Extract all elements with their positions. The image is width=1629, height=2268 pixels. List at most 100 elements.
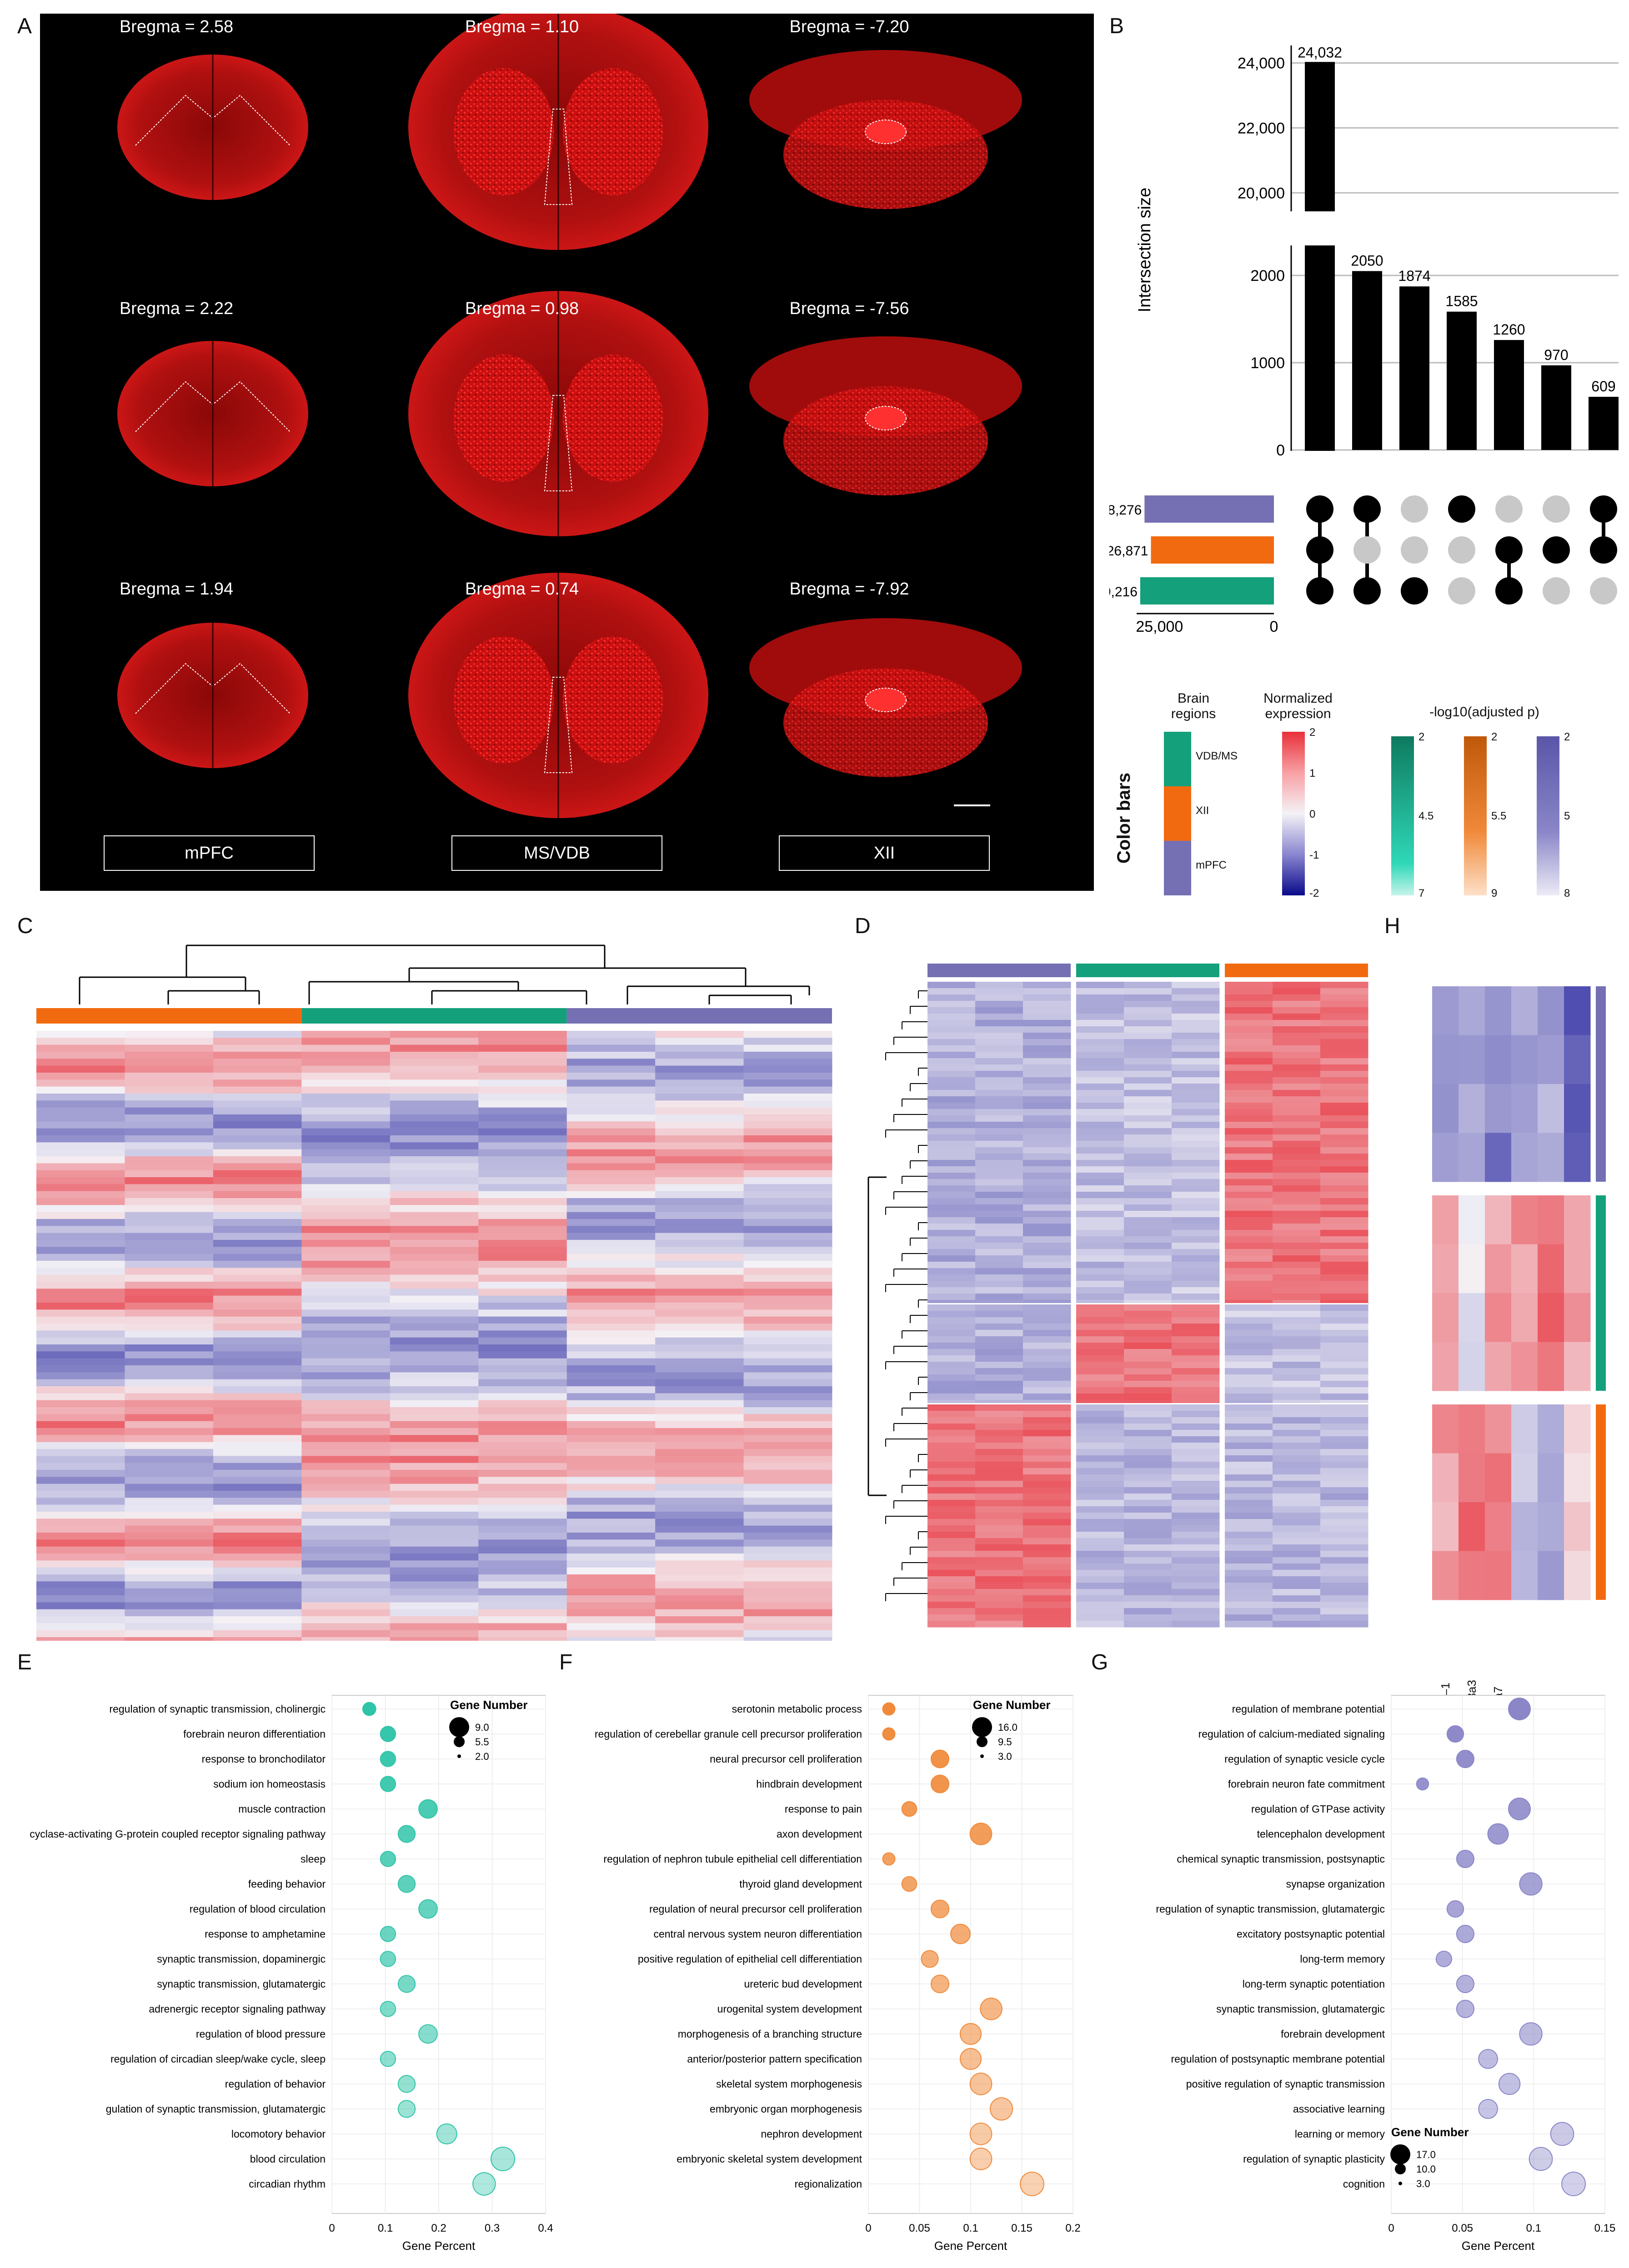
heatmap-cell [655, 1219, 744, 1226]
heatmap-cell [301, 1233, 391, 1240]
heatmap-cell [1076, 1185, 1124, 1192]
heatmap-cell [1273, 1494, 1321, 1500]
heatmap-cell [301, 1121, 391, 1129]
go-dot [491, 2147, 515, 2171]
heatmap-cell [390, 1191, 479, 1199]
pval-green-tick: 7 [1418, 887, 1425, 899]
heatmap-cell [125, 1351, 214, 1359]
brain-sections-figure [117, 5, 1022, 818]
heatmap-cell [1320, 1336, 1368, 1343]
go-term-label: central nervous system neuron differenti… [653, 1928, 862, 1940]
heatmap-cell [566, 1289, 656, 1296]
legend-dot [977, 1736, 987, 1747]
go-dotplot-f: 0 0.05 0.1 0.15 0.2 Gene Percent serotonin met… [559, 1682, 1091, 2263]
go-term-label: embryonic skeletal system development [677, 2153, 862, 2165]
heatmap-cell [1320, 1551, 1368, 1558]
heatmap-cell [1023, 1513, 1071, 1519]
heatmap-cell [1172, 1192, 1220, 1199]
heatmap-cell [1172, 1532, 1220, 1539]
heatmap-cell [213, 1519, 302, 1526]
heatmap-cell [390, 1344, 479, 1352]
heatmap-cell [1511, 1404, 1538, 1454]
heatmap-cell [390, 1212, 479, 1219]
heatmap-cell [478, 1316, 567, 1324]
heatmap-cell [1023, 1058, 1071, 1065]
heatmap-cell [36, 1616, 125, 1624]
heatmap-cell [566, 1574, 656, 1582]
heatmap-cell [1172, 1330, 1220, 1337]
heatmap-cell [975, 1311, 1023, 1318]
group-bar [1076, 964, 1219, 977]
heatmap-cell [927, 1262, 976, 1269]
heatmap-cell [1023, 1481, 1071, 1488]
heatmap-cell [213, 1142, 302, 1150]
heatmap-cell [566, 1330, 656, 1338]
heatmap-cell [1076, 1343, 1124, 1349]
heatmap-cell [1023, 1020, 1071, 1027]
heatmap-cell [478, 1191, 567, 1199]
heatmap-cell [1273, 1424, 1321, 1430]
heatmap-cell [301, 1059, 391, 1066]
heatmap-cell [125, 1114, 214, 1122]
heatmap-cell [1225, 1243, 1273, 1249]
heatmap-cell [1172, 1230, 1220, 1237]
heatmap-cell [743, 1477, 832, 1484]
heatmap-cell [1124, 1014, 1172, 1020]
heatmap-cell [1124, 1077, 1172, 1084]
brain-section [749, 336, 1022, 495]
heatmap-cell [743, 1261, 832, 1268]
heatmap-cell [927, 1417, 976, 1424]
heatmap-cell [1225, 1230, 1273, 1237]
heatmap-cell [1124, 1602, 1172, 1609]
heatmap-cell [125, 1261, 214, 1268]
heatmap-cell [1225, 1179, 1273, 1186]
heatmap-cell [1273, 1324, 1321, 1330]
go-term-label: regulation of neural precursor cell prol… [649, 1903, 862, 1915]
heatmap-cell [1124, 1287, 1172, 1294]
heatmap-cell [478, 1623, 567, 1631]
heatmap-cell [1225, 1525, 1273, 1532]
heatmap-cell [1273, 982, 1321, 989]
heatmap-cell [566, 1560, 656, 1568]
go-term-label: response to pain [785, 1803, 862, 1815]
heatmap-cell [1273, 1294, 1321, 1300]
heatmap-cell [1432, 1453, 1459, 1503]
heatmap-cell [1273, 1525, 1321, 1532]
go-dot [969, 1823, 992, 1845]
heatmap-cell [301, 1128, 391, 1136]
heatmap-cell [1023, 1570, 1071, 1577]
heatmap-cell [478, 1274, 567, 1282]
heatmap-cell [213, 1407, 302, 1414]
go-term-label: regionalization [795, 2178, 862, 2190]
heatmap-cell [1320, 1519, 1368, 1526]
heatmap-cell [1273, 1166, 1321, 1173]
heatmap-cell [301, 1484, 391, 1491]
heatmap-cell [301, 1560, 391, 1568]
heatmap-cell [390, 1609, 479, 1617]
heatmap-cell [927, 1608, 976, 1615]
heatmap-cell [478, 1372, 567, 1380]
heatmap-cell [655, 1031, 744, 1038]
go-dot [380, 2001, 396, 2017]
heatmap-cell [975, 1324, 1023, 1330]
heatmap-cell [743, 1504, 832, 1512]
heatmap-cell [1225, 1500, 1273, 1507]
heatmap-cell [1273, 1007, 1321, 1014]
heatmap-cell [1225, 1103, 1273, 1109]
heatmap-cell [1124, 1481, 1172, 1488]
heatmap-cell [1320, 1001, 1368, 1008]
heatmap-cell [1320, 1141, 1368, 1148]
go-dot [1508, 1698, 1531, 1720]
heatmap-cell [36, 1581, 125, 1589]
heatmap-cell [390, 1400, 479, 1408]
heatmap-cell [1320, 1589, 1368, 1596]
heatmap-cell [1225, 1084, 1273, 1090]
heatmap-cell [478, 1637, 567, 1644]
legend-dot [972, 1717, 992, 1737]
heatmap-cell [1225, 1343, 1273, 1349]
heatmap-cell [1320, 1103, 1368, 1109]
heatmap-cell [36, 1065, 125, 1073]
go-dot [882, 1852, 896, 1866]
matrix-dot [1495, 495, 1523, 523]
heatmap-cell [566, 1519, 656, 1526]
